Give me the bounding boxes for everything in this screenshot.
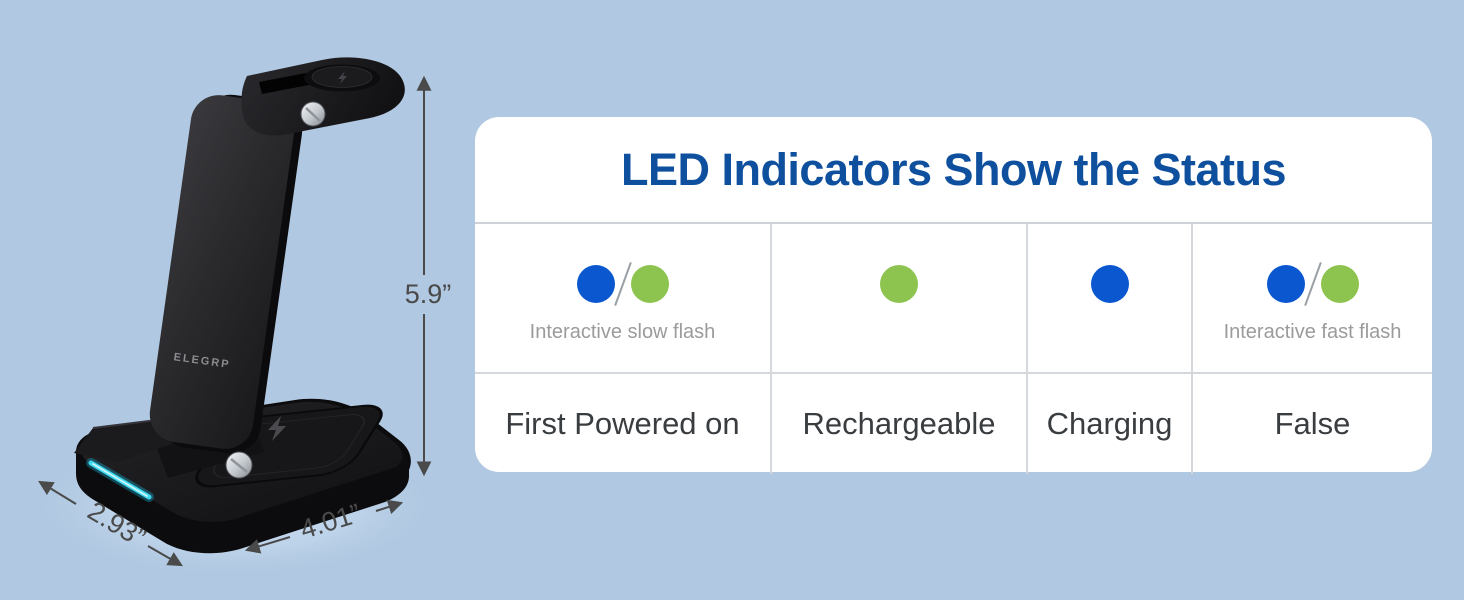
card-header: LED Indicators Show the Status — [475, 117, 1432, 222]
led-dot-blue — [1090, 265, 1129, 303]
indicator-cell-rechargeable — [772, 224, 1028, 374]
dot-row — [1266, 262, 1359, 306]
status-cell: First Powered on — [475, 374, 772, 474]
status-cell: Rechargeable — [772, 374, 1028, 474]
led-dot-blue — [1266, 265, 1305, 303]
top-hinge-pin — [300, 101, 326, 127]
led-dot-green — [630, 265, 669, 303]
watch-charger-arm — [241, 57, 405, 136]
dot-separator-slash — [613, 262, 632, 306]
arm-slot — [259, 73, 309, 94]
lightning-bolt-icon-small — [338, 71, 347, 84]
lightning-bolt-icon — [268, 416, 286, 441]
status-table: Interactive slow flash Interactive fas — [475, 222, 1432, 474]
status-cell: Charging — [1028, 374, 1193, 474]
indicator-caption: Interactive slow flash — [529, 321, 716, 343]
indicator-cell-first-powered-on: Interactive slow flash — [475, 224, 772, 374]
indicator-cell-false: Interactive fast flash — [1193, 224, 1432, 374]
width-arrow-right — [375, 499, 404, 515]
base-front-wedge — [74, 419, 172, 462]
card-title: LED Indicators Show the Status — [620, 143, 1287, 195]
dot-separator-slash — [1303, 262, 1322, 306]
status-card: LED Indicators Show the Status Interacti… — [475, 117, 1432, 474]
height-dimension-label: 5.9” — [405, 279, 452, 309]
dimension-annotations — [38, 75, 432, 567]
status-label: Charging — [1046, 406, 1173, 441]
status-cell: False — [1193, 374, 1432, 474]
led-dot-green — [880, 265, 918, 303]
dot-row — [576, 262, 669, 306]
led-dot-blue — [576, 265, 615, 303]
dot-row — [1090, 264, 1129, 304]
bottom-hinge-pin — [225, 451, 253, 479]
product-illustration: ELEGRP — [25, 57, 452, 580]
depth-arrow-down — [147, 545, 183, 567]
led-dot-green — [1320, 265, 1359, 303]
depth-arrow-up — [38, 480, 77, 505]
indicator-caption: Interactive fast flash — [1223, 321, 1402, 343]
status-label: False — [1274, 406, 1351, 441]
status-label: First Powered on — [505, 406, 740, 441]
indicator-cell-charging — [1028, 224, 1193, 374]
width-arrow-left — [244, 536, 291, 554]
stand-upright: ELEGRP — [149, 94, 303, 454]
dot-row — [880, 264, 918, 304]
led-strip — [86, 458, 154, 502]
status-label: Rechargeable — [802, 406, 996, 441]
